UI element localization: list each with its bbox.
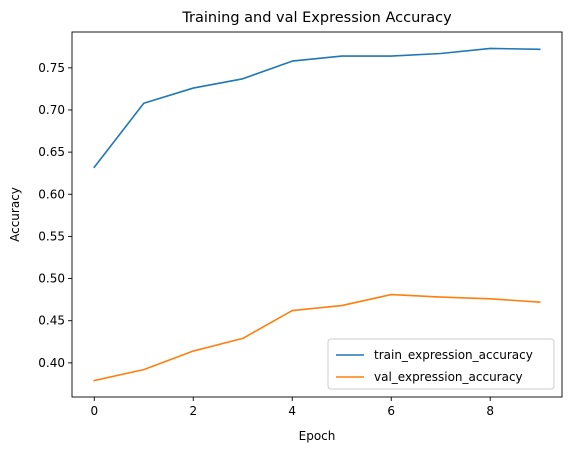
x-tick-label: 0 [90,404,98,418]
x-tick-label: 2 [189,404,197,418]
x-tick-label: 6 [387,404,395,418]
x-tick-label: 4 [288,404,296,418]
legend-label-0: train_expression_accuracy [374,348,533,362]
axes-layer: 0 2 4 6 8 0.40 0.45 0.50 0.55 0.60 0.65 0.70 0.75 [38,31,563,418]
legend-box [327,338,555,390]
series-layer [93,47,541,382]
y-tick-label: 0.75 [38,61,65,75]
y-tick-label: 0.65 [38,145,65,159]
legend: train_expression_accuracy val_expression_… [327,338,555,390]
y-tick-label: 0.40 [38,356,65,370]
series-line-1 [93,293,541,382]
x-axis-label: Epoch [299,429,336,443]
y-tick-label: 0.60 [38,187,65,201]
y-axis-label: Accuracy [8,187,22,242]
chart-title: Training and val Expression Accuracy [181,10,452,26]
y-tick-label: 0.55 [38,229,65,243]
y-tick-label: 0.50 [38,272,65,286]
axes-frame [71,31,563,398]
y-tick-label: 0.45 [38,314,65,328]
x-tick-label: 8 [486,404,494,418]
series-line-0 [93,47,541,169]
y-tick-label: 0.70 [38,103,65,117]
legend-label-1: val_expression_accuracy [374,370,523,384]
